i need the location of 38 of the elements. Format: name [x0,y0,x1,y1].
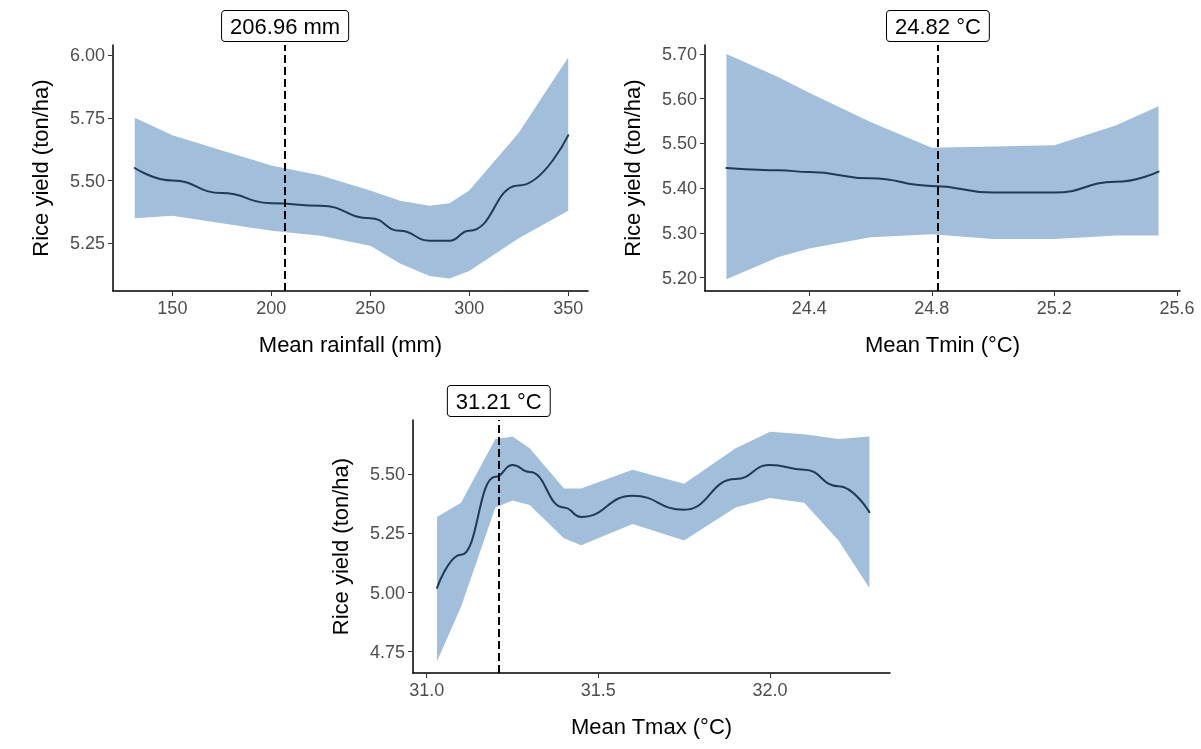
x-tick-label: 24.8 [914,298,950,318]
x-tick-label: 24.4 [791,298,827,318]
x-tick-label: 25.2 [1036,298,1072,318]
y-tick-label: 4.75 [369,641,405,662]
x-axis-title: Mean rainfall (mm) [258,331,443,357]
y-tick-label: 6.00 [69,45,105,66]
ref-line-label: 206.96 mm [230,13,341,39]
y-tick-label: 5.00 [369,582,405,603]
x-tick-label: 200 [256,298,287,318]
y-axis-title: Rice yield (ton/ha) [27,79,53,257]
y-tick-label: 5.75 [69,107,105,128]
y-tick-label: 5.70 [661,43,697,64]
y-tick-label: 5.50 [369,464,405,485]
x-axis-title: Mean Tmin (°C) [864,331,1021,357]
x-tick-label: 25.6 [1159,298,1195,318]
x-tick-label: 32.0 [752,680,788,700]
y-tick-label: 5.30 [661,222,697,243]
y-tick-label: 5.60 [661,88,697,109]
x-tick-label: 31.5 [580,680,616,700]
y-tick-label: 5.25 [69,233,105,254]
y-axis-title: Rice yield (ton/ha) [619,79,645,257]
line-series [436,463,871,589]
y-tick-label: 5.25 [369,523,405,544]
y-tick-label: 5.50 [69,170,105,191]
line-series [725,167,1160,194]
ref-line-label: 24.82 °C [894,13,981,39]
ref-line-label: 31.21 °C [455,388,542,414]
y-tick-label: 5.40 [661,178,697,199]
x-tick-label: 300 [454,298,485,318]
x-tick-label: 150 [157,298,188,318]
line-series [133,134,570,242]
x-tick-label: 250 [355,298,386,318]
x-tick-label: 350 [553,298,584,318]
y-tick-label: 5.50 [661,133,697,154]
x-axis-title: Mean Tmax (°C) [570,713,733,739]
y-axis-title: Rice yield (ton/ha) [327,457,353,636]
x-tick-label: 31.0 [409,680,445,700]
y-tick-label: 5.20 [661,267,697,288]
